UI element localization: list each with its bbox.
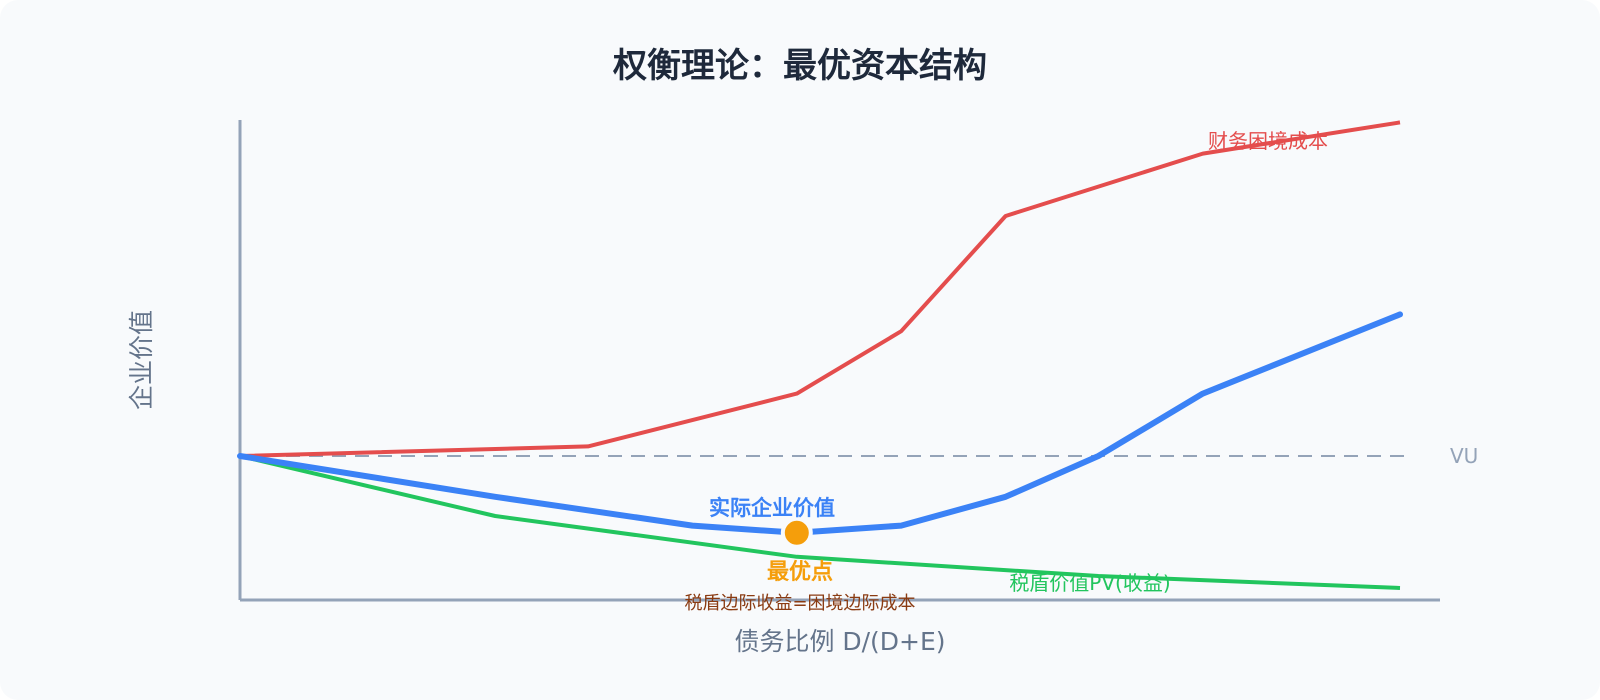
annotation-actual-value: 实际企业价值 [709, 496, 835, 520]
annotation-optimal-point: 最优点 [767, 559, 833, 585]
series-line-distress-cost [240, 122, 1400, 456]
vu-label: VU [1450, 444, 1478, 468]
annotation-optimal-condition: 税盾边际收益=困境边际成本 [684, 593, 915, 614]
optimal-point-marker [783, 519, 811, 547]
x-axis-label: 债务比例 D/(D+E) [734, 627, 945, 656]
series-label-tax-shield: 税盾价值PV(收益) [1009, 571, 1170, 595]
series-label-distress-cost: 财务困境成本 [1208, 129, 1328, 153]
y-axis-label: 企业价值 [127, 310, 156, 410]
